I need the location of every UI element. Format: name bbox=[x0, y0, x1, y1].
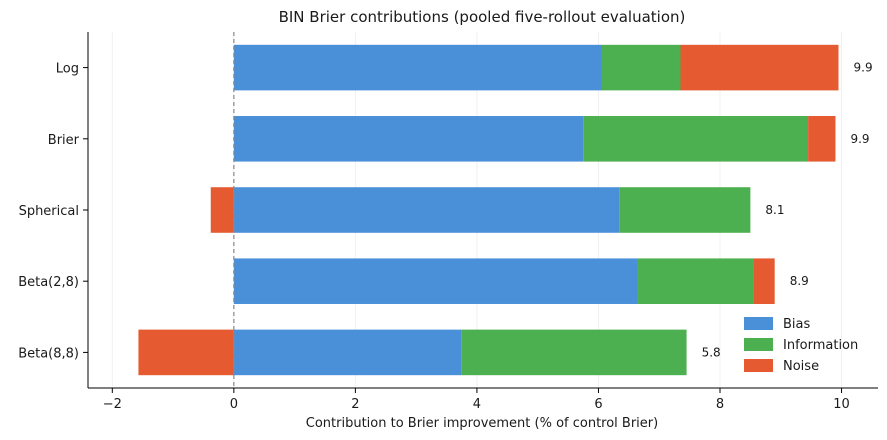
bar-bias bbox=[233, 116, 584, 162]
bar-noise bbox=[138, 329, 234, 376]
x-axis-label: Contribution to Brier improvement (% of … bbox=[306, 416, 658, 431]
total-label: 9.9 bbox=[850, 132, 869, 146]
bar-information bbox=[601, 44, 681, 91]
legend: Bias Information Noise bbox=[744, 317, 858, 374]
bar-bias bbox=[233, 187, 620, 233]
bar-noise bbox=[210, 187, 234, 233]
x-tick-label: 6 bbox=[594, 397, 602, 412]
total-label: 8.1 bbox=[765, 203, 784, 217]
bar-information bbox=[461, 329, 687, 376]
y-tick-label: Beta(8,8) bbox=[18, 346, 79, 361]
bar-information bbox=[619, 187, 751, 233]
bar-noise bbox=[753, 258, 775, 304]
legend-swatch-noise bbox=[744, 359, 773, 372]
total-labels: 9.9 9.9 8.1 8.9 5.8 bbox=[702, 61, 873, 360]
bar-bias bbox=[233, 329, 462, 376]
x-tick-label: 10 bbox=[833, 397, 850, 412]
total-label: 8.9 bbox=[790, 274, 809, 288]
chart-title: BIN Brier contributions (pooled five-rol… bbox=[279, 8, 686, 26]
bar-noise bbox=[808, 116, 836, 162]
y-tick-label: Spherical bbox=[19, 204, 79, 219]
bar-bias bbox=[233, 258, 638, 304]
legend-swatch-information bbox=[744, 338, 773, 351]
x-tick-label: 4 bbox=[473, 397, 481, 412]
axes-group: −2 0 2 4 6 8 10 Log Brier Spherical Beta(2,8) Beta(… bbox=[18, 32, 878, 412]
x-tick-label: 0 bbox=[230, 397, 238, 412]
total-label: 9.9 bbox=[854, 61, 873, 75]
bars-group bbox=[138, 44, 839, 376]
legend-swatch-bias bbox=[744, 317, 773, 330]
y-tick-label: Beta(2,8) bbox=[18, 275, 79, 290]
bar-information bbox=[583, 116, 809, 162]
bar-bias bbox=[233, 44, 602, 91]
bar-noise bbox=[680, 44, 839, 91]
x-tick-label: −2 bbox=[103, 397, 122, 412]
y-tick-label: Brier bbox=[48, 133, 80, 148]
y-tick-label: Log bbox=[56, 62, 79, 77]
x-tick-label: 8 bbox=[716, 397, 724, 412]
bar-information bbox=[637, 258, 754, 304]
total-label: 5.8 bbox=[702, 345, 721, 359]
x-tick-label: 2 bbox=[351, 397, 359, 412]
legend-label-information: Information bbox=[783, 338, 858, 353]
legend-label-bias: Bias bbox=[783, 317, 810, 332]
legend-label-noise: Noise bbox=[783, 359, 819, 374]
